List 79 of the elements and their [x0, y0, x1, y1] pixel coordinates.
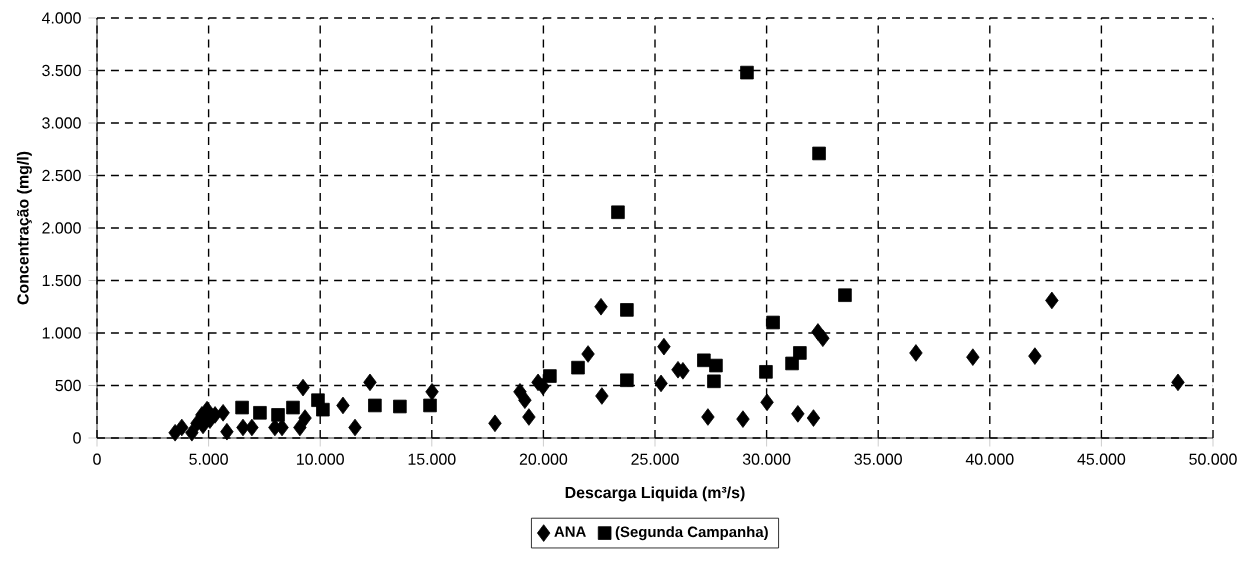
point [423, 398, 437, 413]
x-tick-label: 5.000 [189, 453, 228, 465]
point [966, 348, 980, 366]
x-tick-label: 35.000 [854, 453, 902, 465]
point [760, 393, 774, 412]
point [488, 414, 502, 433]
point [816, 329, 830, 348]
point [1045, 291, 1059, 310]
y-tick-label: 500 [55, 379, 81, 392]
x-tick-label: 0 [93, 453, 101, 465]
point [791, 405, 805, 423]
x-tick-label: 45.000 [1077, 453, 1126, 465]
point [707, 374, 721, 389]
legend-label: ANA [554, 526, 586, 537]
point [271, 408, 285, 422]
point [296, 378, 310, 397]
point [245, 418, 259, 437]
point [812, 146, 826, 161]
point [1028, 347, 1042, 365]
point [1171, 373, 1185, 392]
point [286, 400, 300, 415]
point [620, 373, 634, 388]
point [425, 383, 439, 401]
x-tick-label: 15.000 [408, 453, 456, 465]
point [766, 315, 780, 330]
point [368, 398, 382, 413]
x-tick-label: 20.000 [519, 453, 568, 465]
point [806, 409, 821, 427]
point [175, 418, 189, 437]
point [293, 418, 307, 437]
y-tick-label: 1.500 [42, 274, 81, 287]
point [909, 344, 923, 362]
x-tick-label: 40.000 [965, 453, 1014, 465]
point [236, 418, 250, 437]
y-tick-label: 3.000 [42, 117, 81, 129]
point [316, 402, 330, 417]
y-tick-label: 0 [73, 432, 81, 444]
point [838, 288, 852, 302]
y-tick-label: 4.000 [41, 12, 81, 24]
point [581, 345, 595, 363]
point [657, 337, 671, 356]
point [363, 373, 377, 392]
point [620, 303, 634, 317]
point [393, 399, 407, 414]
point [793, 346, 807, 360]
point [536, 377, 550, 396]
point [185, 423, 199, 442]
point [709, 358, 723, 373]
point [654, 374, 668, 393]
y-tick-label: 3.500 [42, 64, 81, 77]
y-tick-label: 2.500 [42, 169, 81, 182]
point [594, 297, 608, 316]
y-tick-label: 2.000 [42, 222, 81, 234]
x-tick-label: 25.000 [631, 453, 679, 465]
point [348, 418, 362, 437]
point [736, 410, 750, 428]
point [571, 360, 585, 375]
point [595, 387, 609, 405]
point [518, 391, 532, 409]
x-tick-label: 10.000 [297, 453, 344, 465]
point [235, 400, 249, 415]
y-tick-label: 1.000 [42, 327, 81, 339]
x-tick-label: 30.000 [742, 453, 791, 465]
point [701, 408, 715, 426]
point [336, 396, 350, 415]
y-axis-title: Concentração (mg/l) [16, 151, 32, 305]
point [220, 422, 234, 441]
x-tick-label: 50.000 [1189, 453, 1237, 465]
point [611, 205, 625, 220]
point [253, 406, 267, 420]
point [759, 365, 773, 379]
point [697, 353, 711, 368]
legend-label: (Segunda Campanha) [615, 526, 768, 541]
x-axis-title: Descarga Liquida (m³/s) [565, 486, 745, 502]
point [522, 408, 536, 426]
point [216, 404, 230, 422]
point [298, 409, 312, 427]
point [740, 65, 754, 80]
point [543, 369, 557, 383]
